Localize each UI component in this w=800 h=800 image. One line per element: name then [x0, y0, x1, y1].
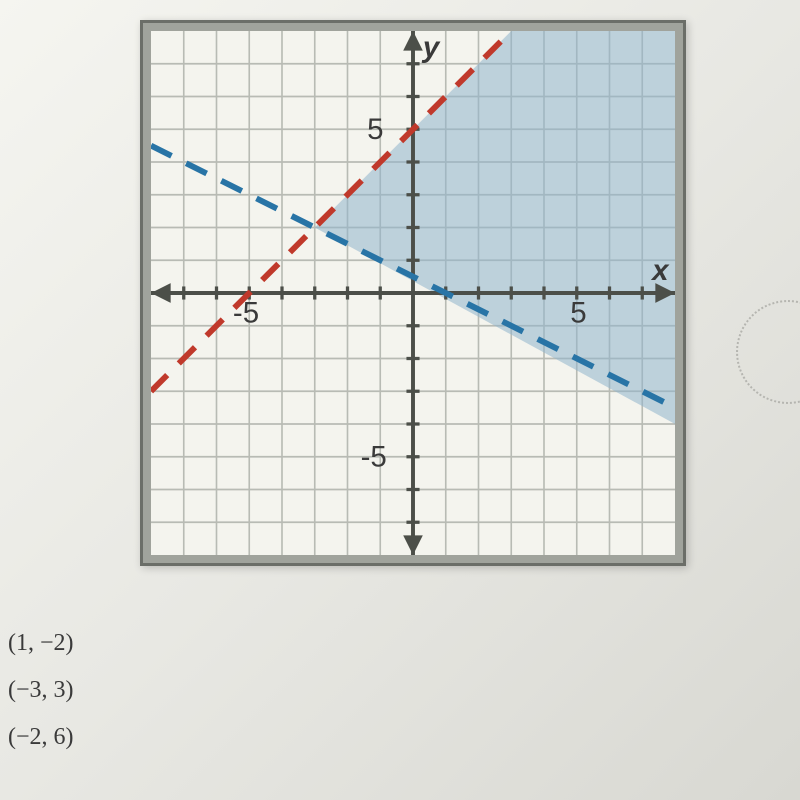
- xtick-5: 5: [570, 296, 586, 329]
- graph-plot: -5 5 5 -5 x y: [151, 31, 675, 555]
- xtick-neg5: -5: [233, 296, 259, 329]
- graph-container: -5 5 5 -5 x y: [140, 20, 686, 566]
- ytick-5: 5: [367, 113, 383, 146]
- decorative-circle: [736, 300, 800, 404]
- answer-options: (1, −2) (−3, 3) (−2, 6): [0, 630, 74, 771]
- ytick-neg5: -5: [361, 441, 387, 474]
- option-b[interactable]: (−3, 3): [8, 677, 74, 704]
- option-c[interactable]: (−2, 6): [8, 724, 74, 751]
- y-axis-label: y: [421, 31, 441, 64]
- coordinate-plane: -5 5 5 -5 x y: [151, 31, 675, 555]
- option-a[interactable]: (1, −2): [8, 630, 74, 657]
- shaded-region: [315, 31, 675, 424]
- x-axis-label: x: [650, 254, 670, 287]
